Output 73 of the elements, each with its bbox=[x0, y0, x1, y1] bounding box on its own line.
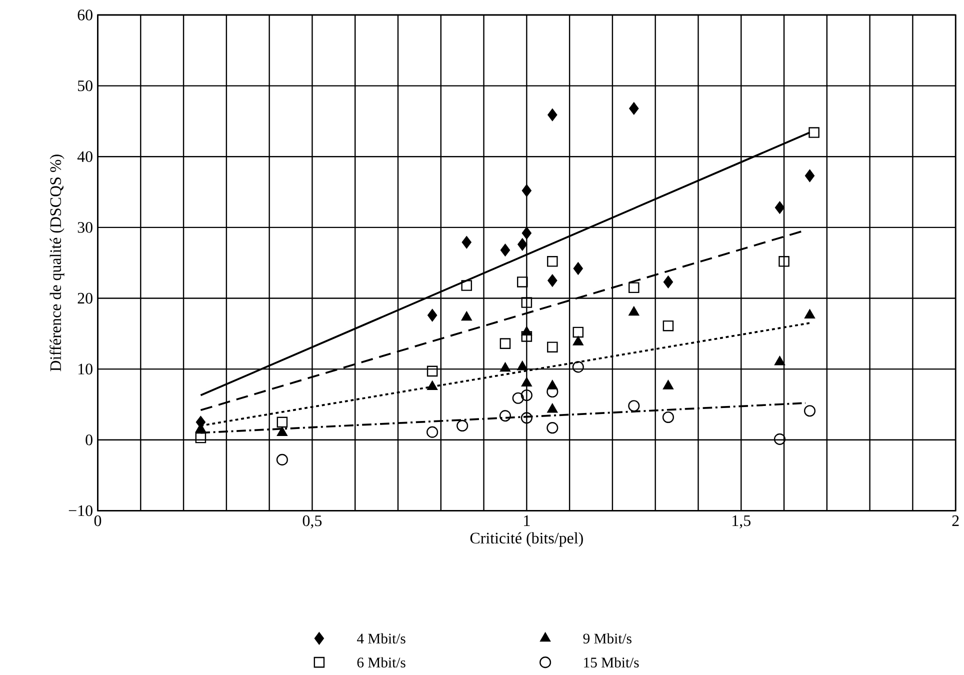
y-tick-label: 10 bbox=[78, 364, 92, 374]
point bbox=[195, 432, 206, 444]
point bbox=[520, 412, 532, 424]
point bbox=[521, 296, 532, 308]
point bbox=[500, 362, 510, 372]
y-axis-title: Différence de qualité (DSCQS %) bbox=[50, 154, 64, 372]
point bbox=[547, 403, 558, 413]
point bbox=[426, 366, 438, 376]
y-tick-label: 20 bbox=[78, 292, 92, 304]
legend-label: 4 Mbit/s bbox=[356, 633, 406, 644]
point bbox=[628, 306, 640, 316]
point bbox=[518, 238, 528, 250]
point bbox=[774, 433, 786, 445]
point bbox=[572, 326, 584, 338]
point bbox=[663, 276, 674, 288]
point bbox=[521, 330, 532, 342]
point bbox=[427, 380, 438, 390]
y-tick-label: 0 bbox=[86, 434, 92, 446]
point bbox=[628, 400, 640, 412]
legend-label: 15 Mbit/s bbox=[584, 657, 639, 668]
point bbox=[546, 422, 558, 434]
y-tick-label: 40 bbox=[77, 151, 92, 162]
point bbox=[548, 274, 558, 287]
point bbox=[547, 256, 558, 267]
point bbox=[517, 276, 528, 288]
point bbox=[276, 454, 288, 466]
point bbox=[456, 420, 468, 432]
point bbox=[778, 256, 790, 267]
point bbox=[808, 127, 820, 138]
point bbox=[548, 108, 558, 121]
point bbox=[426, 426, 438, 438]
y-tick-label: 30 bbox=[78, 222, 92, 233]
point bbox=[276, 426, 288, 436]
point bbox=[572, 361, 584, 373]
point bbox=[774, 356, 785, 366]
point bbox=[522, 184, 532, 197]
point bbox=[804, 309, 815, 318]
x-axis-title: Criticité (bits/pel) bbox=[470, 532, 583, 547]
x-tick-label: 0 bbox=[94, 515, 102, 526]
point bbox=[512, 392, 524, 404]
x-tick-label: 1 bbox=[524, 515, 530, 526]
point bbox=[662, 411, 674, 423]
y-tick-label: 50 bbox=[78, 80, 92, 92]
point bbox=[547, 342, 558, 352]
point bbox=[521, 377, 532, 386]
point bbox=[663, 380, 674, 390]
point bbox=[573, 262, 583, 275]
point bbox=[662, 320, 674, 332]
point bbox=[804, 404, 816, 416]
x-tick-label: 1,5 bbox=[732, 515, 750, 528]
x-tick-label: 0,5 bbox=[302, 515, 322, 528]
point bbox=[628, 282, 640, 293]
point bbox=[521, 326, 532, 336]
point bbox=[461, 311, 472, 320]
point bbox=[462, 236, 472, 248]
point bbox=[517, 360, 528, 370]
point bbox=[500, 338, 511, 349]
point bbox=[500, 244, 510, 256]
point bbox=[276, 416, 288, 428]
point bbox=[520, 389, 532, 401]
point bbox=[499, 410, 512, 422]
point bbox=[774, 201, 785, 214]
point bbox=[629, 102, 639, 114]
point bbox=[461, 280, 472, 291]
legend-label: 6 Mbit/s bbox=[357, 657, 406, 668]
point bbox=[522, 226, 532, 240]
point bbox=[428, 308, 438, 322]
point bbox=[572, 336, 584, 346]
legend-label: 9 Mbit/s bbox=[583, 633, 632, 644]
y-tick-label: 60 bbox=[78, 9, 92, 20]
y-tick-label: −10 bbox=[68, 505, 92, 516]
point bbox=[804, 169, 815, 182]
x-tick-label: 2 bbox=[952, 515, 959, 526]
